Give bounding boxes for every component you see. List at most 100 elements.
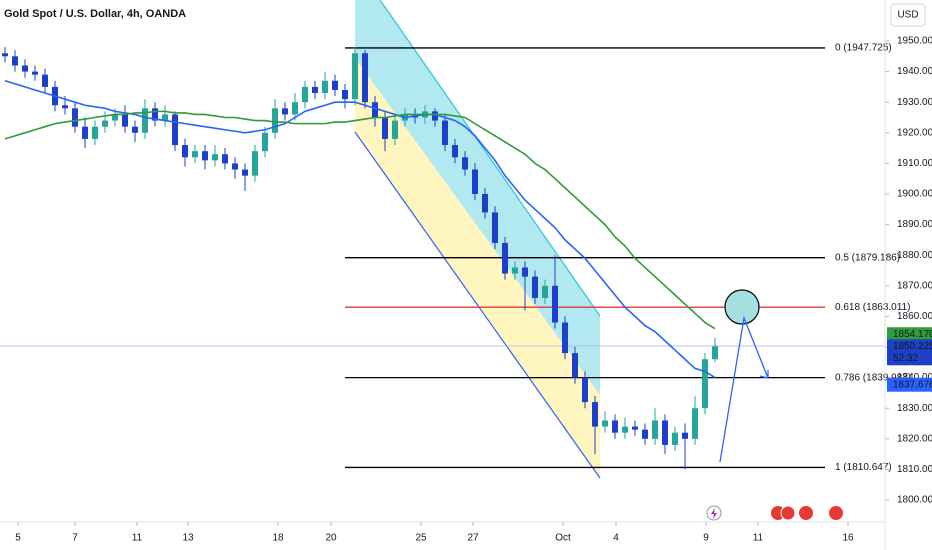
candle-body <box>2 53 8 57</box>
price-label-box <box>887 377 932 392</box>
candle-body <box>162 114 168 121</box>
candle-body <box>612 420 618 433</box>
candle-body <box>342 89 348 100</box>
y-tick-label: 1860.000 <box>897 311 932 322</box>
candle-body <box>552 285 558 323</box>
currency: USD <box>897 10 918 21</box>
x-tick-label: 13 <box>182 533 194 544</box>
candle-body <box>662 420 668 445</box>
candle-body <box>232 163 238 170</box>
moving-average <box>4 110 716 330</box>
candle-body <box>532 276 538 299</box>
channel-lower <box>355 58 600 478</box>
candle-body <box>562 322 568 354</box>
candle-body <box>492 212 498 243</box>
candle-body <box>22 65 28 72</box>
candle-body <box>12 56 18 66</box>
x-tick-label: 7 <box>72 533 78 544</box>
candle-body <box>92 126 98 139</box>
x-tick-label: 11 <box>132 533 143 544</box>
price-label: 1837.676 <box>893 379 932 390</box>
x-tick-label: 20 <box>325 533 337 544</box>
candle-body <box>292 102 298 115</box>
y-tick-label: 1810.000 <box>897 464 932 475</box>
candle-body <box>202 151 208 161</box>
candle-body <box>122 114 128 127</box>
price-label-box <box>887 339 932 366</box>
candle-body <box>332 80 338 90</box>
candle-body <box>172 114 178 146</box>
y-tick-label: 1910.000 <box>897 158 932 169</box>
fib-label: 0.786 (1839.987) <box>835 372 911 383</box>
y-tick-label: 1880.000 <box>897 250 932 261</box>
y-tick-label: 1930.000 <box>897 97 932 108</box>
candle-body <box>282 108 288 115</box>
candle-body <box>452 145 458 158</box>
y-tick-label: 1820.000 <box>897 433 932 444</box>
currency-box[interactable] <box>890 3 926 27</box>
candle-body <box>102 120 108 127</box>
fib-label: 0 (1947.725) <box>835 43 892 54</box>
x-tick-label: 9 <box>703 533 709 544</box>
candle-body <box>392 120 398 139</box>
candle-body <box>272 108 278 133</box>
chart-title: Gold Spot / U.S. Dollar, 4h, OANDA <box>4 8 186 20</box>
candle-body <box>442 120 448 146</box>
candle-body <box>382 117 388 139</box>
y-tick-label: 1940.000 <box>897 66 932 77</box>
arrow-head <box>759 370 769 379</box>
candle-body <box>472 169 478 194</box>
candle-body <box>352 53 358 100</box>
x-tick-label: 25 <box>415 533 427 544</box>
candle-body <box>462 157 468 170</box>
candle-body <box>312 86 318 94</box>
y-tick-label: 1890.000 <box>897 219 932 230</box>
candle-body <box>602 420 608 427</box>
candle-body <box>682 432 688 439</box>
candle-body <box>212 154 218 161</box>
candle-body <box>82 126 88 139</box>
candle-body <box>152 108 158 121</box>
price-label: 1850.225 <box>893 341 932 352</box>
candle-body <box>252 151 258 176</box>
y-tick-label: 1920.000 <box>897 127 932 138</box>
candle-body <box>512 267 518 274</box>
candle-body <box>182 145 188 158</box>
x-tick-label: 5 <box>15 533 21 544</box>
moving-average <box>4 80 716 379</box>
y-tick-label: 1900.000 <box>897 189 932 200</box>
candle-body <box>222 154 228 164</box>
channel-upper <box>355 0 600 395</box>
price-label: 1854.170 <box>893 329 932 340</box>
candle-body <box>582 377 588 403</box>
candle-body <box>192 151 198 158</box>
candle-body <box>322 80 328 94</box>
candle-body <box>502 242 508 274</box>
candle-body <box>432 111 438 121</box>
fib-label: 0.5 (1879.186) <box>835 252 900 263</box>
candle-body <box>522 267 528 277</box>
candle-body <box>302 86 308 103</box>
x-tick-label: 4 <box>613 533 619 544</box>
y-tick-label: 1830.000 <box>897 403 932 414</box>
x-tick-label: 18 <box>272 533 284 544</box>
candle-body <box>72 108 78 127</box>
x-tick-label: 16 <box>842 533 854 544</box>
candle-body <box>362 53 368 103</box>
y-tick-label: 1870.000 <box>897 280 932 291</box>
x-tick-label: 27 <box>467 533 479 544</box>
candle-body <box>542 285 548 299</box>
candle-body <box>632 426 638 430</box>
projection-arrow <box>719 315 769 463</box>
candle-body <box>32 71 38 75</box>
fib-label: 1 (1810.647) <box>835 462 892 473</box>
candle-body <box>132 126 138 133</box>
candle-body <box>242 169 248 176</box>
candle-body <box>702 359 708 409</box>
x-tick-label: 11 <box>753 533 764 544</box>
fib-label: 0.618 (1863.011) <box>835 302 910 313</box>
candle-body <box>572 353 578 378</box>
candle-body <box>692 408 698 439</box>
candle-body <box>482 194 488 213</box>
